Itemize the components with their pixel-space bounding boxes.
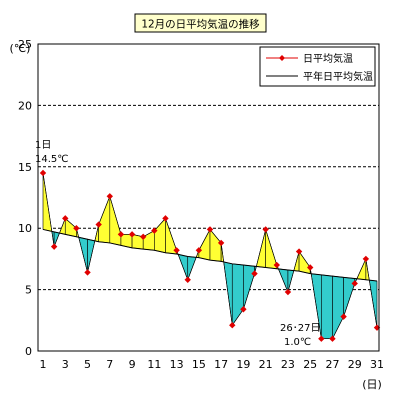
fill-segment-11-0 bbox=[154, 217, 166, 254]
daily-marker-17 bbox=[217, 239, 225, 247]
fill-segment-27-0 bbox=[332, 275, 344, 339]
daily-marker-9 bbox=[128, 231, 136, 238]
x-tick-label-15: 15 bbox=[192, 358, 206, 371]
normal-series bbox=[42, 228, 378, 282]
daily-marker-24 bbox=[295, 248, 303, 255]
x-tick-labels: 1 3 5 7 9 11 13 15 17 19 21 23 25 27 29 31 bbox=[40, 358, 385, 371]
y-tick-labels: 0 5 10 15 20 25 bbox=[18, 38, 32, 358]
y-tick-label-0: 0 bbox=[25, 345, 32, 358]
daily-marker-2 bbox=[50, 243, 58, 250]
x-tick-label-5: 5 bbox=[84, 358, 91, 371]
daily-marker-3 bbox=[62, 215, 69, 222]
daily-marker-14 bbox=[184, 276, 191, 283]
title-box bbox=[134, 13, 267, 33]
y-tick-label-15: 15 bbox=[18, 161, 32, 174]
x-tick-label-3: 3 bbox=[62, 358, 69, 371]
daily-marker-8 bbox=[117, 231, 125, 238]
x-tick-label-11: 11 bbox=[147, 358, 161, 371]
chart-title: 12月の日平均気温の推移 bbox=[141, 18, 260, 31]
fill-segment-26-0 bbox=[321, 274, 333, 340]
annotation-day1-date: 1日 bbox=[35, 140, 51, 151]
legend: 日平均気温 平年日平均気温 bbox=[259, 46, 376, 87]
normal-temperature-line bbox=[42, 228, 378, 282]
legend-daily-marker bbox=[279, 55, 285, 61]
daily-marker-27 bbox=[329, 335, 336, 342]
daily-marker-1 bbox=[39, 169, 47, 177]
daily-marker-6 bbox=[95, 221, 102, 228]
x-tick-label-31: 31 bbox=[370, 358, 384, 371]
daily-marker-18 bbox=[229, 322, 236, 329]
x-tick-label-25: 25 bbox=[303, 358, 317, 371]
plot-frame bbox=[37, 43, 380, 352]
x-tick-label-13: 13 bbox=[170, 358, 184, 371]
daily-marker-16 bbox=[206, 226, 214, 233]
annotation-day1: 1日 14.5℃ bbox=[35, 140, 69, 165]
y-tick-label-20: 20 bbox=[18, 99, 32, 112]
x-tick-label-29: 29 bbox=[348, 358, 362, 371]
fill-segment-18-0 bbox=[231, 263, 244, 327]
daily-marker-11 bbox=[151, 227, 158, 234]
x-tick-label-17: 17 bbox=[214, 358, 228, 371]
daily-marker-10 bbox=[140, 233, 147, 240]
x-tick-label-23: 23 bbox=[281, 358, 295, 371]
x-tick-label-19: 19 bbox=[236, 358, 250, 371]
daily-marker-28 bbox=[340, 313, 347, 320]
deviation-fill bbox=[42, 172, 378, 340]
daily-marker-7 bbox=[106, 193, 113, 200]
x-tick-label-1: 1 bbox=[40, 358, 47, 371]
y-axis-label: (℃) bbox=[10, 42, 31, 55]
x-tick-label-7: 7 bbox=[106, 358, 113, 371]
fill-segment-24-0 bbox=[298, 250, 311, 275]
daily-marker-13 bbox=[173, 247, 180, 254]
fill-segment-16-0 bbox=[209, 228, 222, 262]
annotation-day26-27-date: 26･27日 bbox=[280, 323, 320, 334]
annotation-day26-27-value: 1.0℃ bbox=[284, 337, 311, 348]
fill-segment-7-0 bbox=[109, 196, 122, 246]
y-tick-label-25: 25 bbox=[18, 38, 32, 51]
daily-marker-15 bbox=[195, 247, 203, 254]
daily-marker-26 bbox=[318, 335, 325, 342]
daily-marker-5 bbox=[84, 269, 91, 276]
annotation-day26-27: 26･27日 1.0℃ bbox=[280, 323, 320, 348]
x-axis-label: (日) bbox=[362, 378, 382, 391]
annotation-day1-value: 14.5℃ bbox=[35, 154, 69, 165]
daily-marker-20 bbox=[251, 270, 258, 277]
fill-segment-15-0 bbox=[198, 229, 211, 261]
daily-marker-22 bbox=[273, 261, 280, 269]
daily-marker-30 bbox=[362, 255, 370, 263]
x-tick-label-21: 21 bbox=[259, 358, 273, 371]
legend-daily-label: 日平均気温 bbox=[303, 52, 353, 65]
x-tick-label-9: 9 bbox=[129, 358, 136, 371]
y-tick-label-10: 10 bbox=[18, 222, 32, 235]
y-tick-label-5: 5 bbox=[25, 284, 32, 297]
legend-box bbox=[259, 46, 376, 87]
daily-marker-4 bbox=[73, 225, 80, 232]
legend-normal-label: 平年日平均気温 bbox=[303, 70, 373, 83]
daily-series bbox=[39, 169, 381, 342]
daily-marker-23 bbox=[284, 288, 292, 296]
daily-marker-25 bbox=[307, 264, 314, 271]
daily-marker-12 bbox=[162, 215, 169, 222]
daily-marker-19 bbox=[240, 306, 247, 313]
daily-marker-29 bbox=[351, 280, 358, 287]
x-tick-label-27: 27 bbox=[325, 358, 339, 371]
fill-segment-19-0 bbox=[243, 264, 255, 310]
daily-marker-21 bbox=[262, 226, 269, 233]
